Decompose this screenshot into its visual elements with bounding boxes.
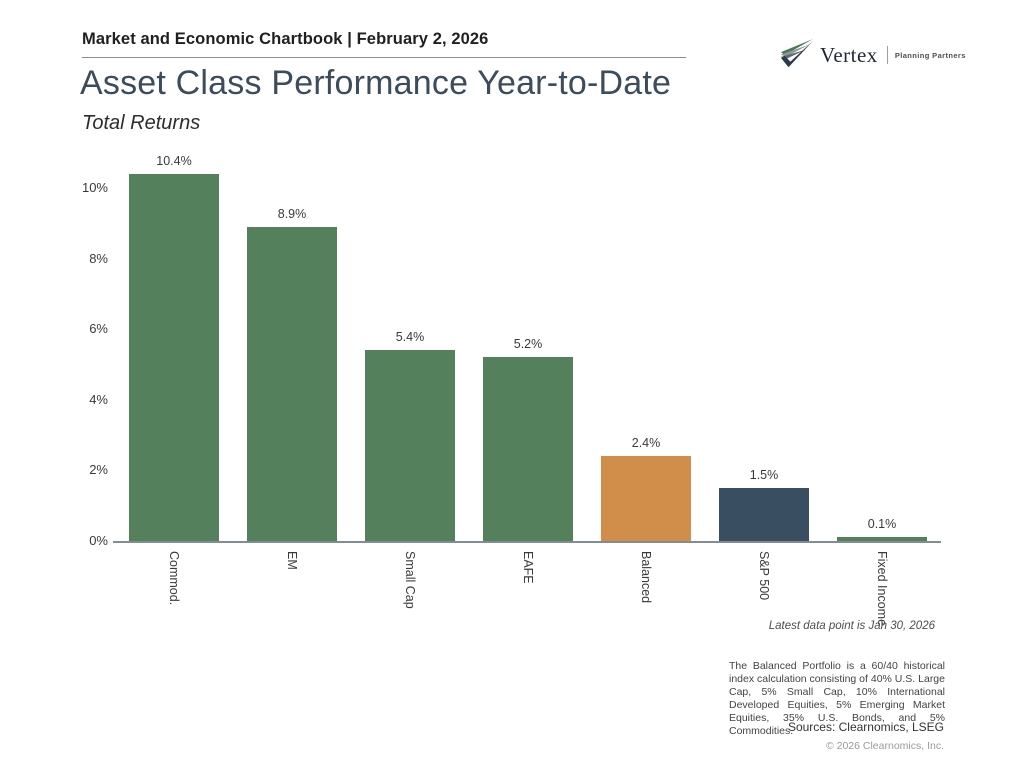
page-subtitle: Total Returns [82, 112, 201, 134]
bar-Fixed Income [837, 537, 927, 541]
bar-EAFE [483, 357, 573, 541]
y-axis-tick-label: 10% [81, 180, 108, 195]
vertex-logo-mark-icon [780, 38, 814, 68]
bar-EM [247, 226, 337, 541]
page-title: Asset Class Performance Year-to-Date [80, 64, 672, 102]
latest-data-note: Latest data point is Jan 30, 2026 [768, 620, 935, 632]
y-axis-tick-label: 6% [89, 321, 108, 337]
sources-line: Sources: Clearnomics, LSEG [787, 720, 944, 734]
y-axis-tick-label: 4% [89, 391, 108, 407]
vertex-logo: Vertex Planning Partners [778, 38, 966, 72]
bar-Small Cap [365, 350, 455, 541]
bar-value-label: 8.9% [277, 206, 307, 221]
bar-Balanced [601, 456, 691, 541]
x-axis-baseline [113, 541, 941, 543]
y-axis-tick-label: 2% [89, 462, 108, 478]
bar-Commod. [129, 173, 219, 541]
logo-divider [886, 46, 888, 64]
bar-S&P 500 [719, 488, 809, 541]
bar-value-label: 5.4% [395, 330, 425, 345]
bar-value-label: 1.5% [749, 468, 779, 483]
y-axis-tick-label: 0% [89, 533, 108, 548]
brand-name: Vertex [820, 42, 878, 67]
brand-tagline: Planning Partners [894, 50, 966, 60]
bar-value-label: 5.2% [513, 337, 543, 352]
bar-value-label: 2.4% [631, 436, 661, 451]
bar-value-label: 10.4% [156, 153, 192, 168]
y-axis-tick-label: 8% [89, 250, 108, 266]
copyright-line: © 2026 Clearnomics, Inc. [825, 740, 944, 752]
chartbook-header: Market and Economic Chartbook | February… [82, 30, 686, 58]
balanced-portfolio-disclaimer: The Balanced Portfolio is a 60/40 histor… [729, 660, 945, 738]
bar-value-label: 0.1% [867, 517, 897, 532]
